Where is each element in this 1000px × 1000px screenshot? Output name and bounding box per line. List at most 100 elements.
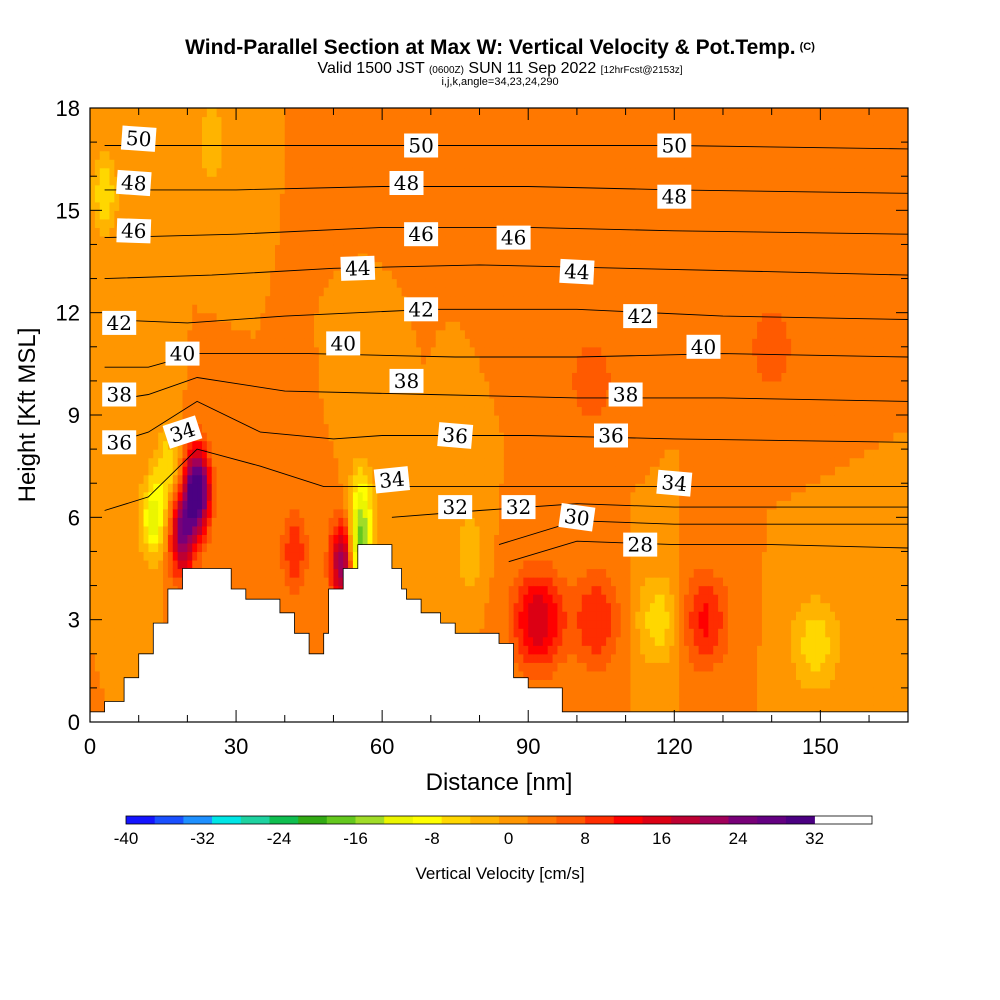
velocity-cell [119,466,125,476]
velocity-cell [177,312,184,322]
velocity-cell [192,287,198,297]
velocity-cell [167,108,174,118]
velocity-cell [206,304,213,314]
velocity-cell [387,218,393,228]
velocity-cell [396,133,403,143]
velocity-cell [148,150,154,160]
velocity-cell [197,534,203,544]
velocity-cell [265,474,271,484]
velocity-cell [94,585,101,595]
velocity-cell [323,116,330,126]
velocity-cell [318,594,325,604]
velocity-cell [182,108,188,118]
velocity-cell [133,295,140,305]
velocity-cell [216,397,223,408]
velocity-cell [148,176,154,186]
velocity-cell [158,500,164,510]
velocity-cell [421,201,427,211]
velocity-cell [304,295,310,305]
velocity-cell [294,611,300,621]
velocity-cell [138,406,145,416]
velocity-cell [104,270,111,280]
velocity-cell [275,176,281,186]
velocity-cell [192,116,198,126]
velocity-cell [158,150,164,160]
velocity-cell [128,210,135,220]
velocity-cell [245,176,252,186]
velocity-cell [158,508,164,518]
velocity-cell [333,500,339,510]
velocity-cell [338,363,344,373]
velocity-cell [372,363,378,373]
velocity-cell [172,193,179,203]
velocity-cell [99,474,106,484]
velocity-cell [104,108,111,118]
velocity-cell [270,125,276,135]
velocity-cell [163,321,169,331]
velocity-cell [367,380,374,391]
velocity-cell [304,508,310,518]
velocity-cell [128,619,135,629]
velocity-cell [206,167,213,177]
velocity-cell [367,346,374,356]
velocity-cell [387,406,393,416]
velocity-cell [158,474,164,484]
velocity-cell [318,244,325,254]
velocity-cell [221,150,227,160]
velocity-cell [416,559,422,570]
velocity-cell [187,244,193,254]
velocity-cell [206,295,213,305]
velocity-cell [318,176,325,186]
velocity-cell [109,252,115,263]
velocity-cell [109,235,115,246]
velocity-cell [289,133,296,143]
velocity-cell [90,559,96,570]
velocity-cell [270,167,276,177]
velocity-cell [275,193,281,203]
velocity-cell [270,568,276,578]
velocity-cell [90,295,96,305]
velocity-cell [133,363,140,373]
velocity-cell [211,142,218,152]
velocity-cell [128,355,135,365]
velocity-cell [406,159,412,169]
velocity-cell [294,201,300,211]
velocity-cell [255,338,262,348]
velocity-cell [94,133,101,143]
velocity-cell [406,321,412,331]
velocity-cell [133,474,140,484]
velocity-cell [270,397,276,408]
velocity-cell [99,704,106,715]
velocity-cell [226,167,232,177]
velocity-cell [163,227,169,237]
velocity-cell [275,270,281,280]
velocity-cell [167,218,174,228]
velocity-cell [119,670,125,680]
velocity-cell [197,210,203,220]
velocity-cell [177,108,184,118]
velocity-cell [236,483,242,493]
velocity-cell [304,594,310,604]
velocity-cell [148,372,154,382]
velocity-cell [421,457,427,467]
velocity-cell [284,423,291,433]
velocity-cell [128,304,135,314]
velocity-cell [153,244,159,254]
velocity-cell [90,474,96,484]
velocity-cell [352,184,359,194]
velocity-cell [114,679,120,689]
velocity-cell [226,150,232,160]
velocity-cell [367,466,374,476]
velocity-cell [245,372,252,382]
velocity-cell [133,636,140,646]
velocity-cell [372,415,378,425]
velocity-cell [138,602,145,612]
velocity-cell [416,108,422,118]
velocity-cell [416,210,422,220]
velocity-cell [372,244,378,254]
velocity-cell [119,611,125,621]
velocity-cell [294,568,300,578]
velocity-cell [187,483,193,493]
velocity-cell [284,577,291,587]
velocity-cell [357,218,364,228]
